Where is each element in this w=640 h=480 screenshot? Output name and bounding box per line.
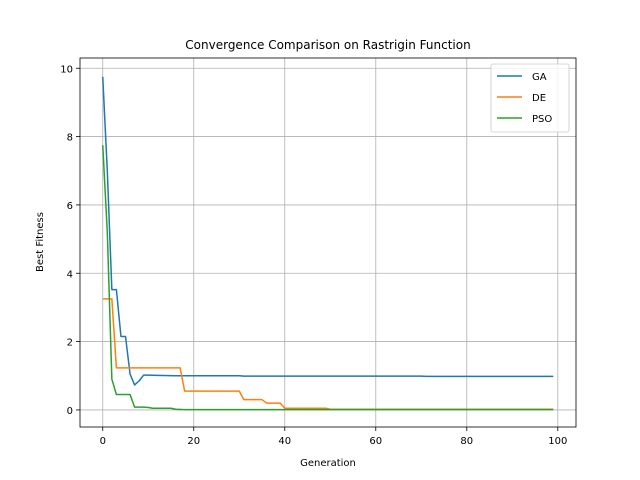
- x-tick-label: 40: [278, 436, 291, 447]
- y-axis-label: Best Fitness: [35, 212, 46, 272]
- series-line-de: [102, 298, 554, 410]
- series-line-pso: [102, 145, 554, 411]
- y-tick-label: 2: [67, 338, 73, 349]
- x-tick-label: 0: [100, 436, 106, 447]
- y-tick-label: 4: [67, 269, 73, 280]
- legend-label-de: DE: [532, 93, 546, 104]
- x-tick-label: 100: [548, 436, 567, 447]
- y-tick-label: 8: [67, 133, 73, 144]
- y-tick-label: 6: [67, 201, 73, 212]
- x-axis-label: Generation: [300, 458, 356, 469]
- plot-frame: [79, 57, 577, 428]
- legend-label-pso: PSO: [532, 114, 552, 125]
- chart-title: Convergence Comparison on Rastrigin Func…: [185, 38, 470, 52]
- x-tick-label: 60: [369, 436, 382, 447]
- legend-box: [490, 63, 570, 133]
- y-tick-label: 0: [67, 406, 73, 417]
- legend-label-ga: GA: [532, 72, 547, 83]
- x-tick-label: 20: [187, 436, 200, 447]
- series-line-ga: [102, 76, 554, 386]
- x-tick-label: 80: [460, 436, 473, 447]
- legend: GA DE PSO: [490, 63, 570, 133]
- y-tick-label: 10: [60, 64, 73, 75]
